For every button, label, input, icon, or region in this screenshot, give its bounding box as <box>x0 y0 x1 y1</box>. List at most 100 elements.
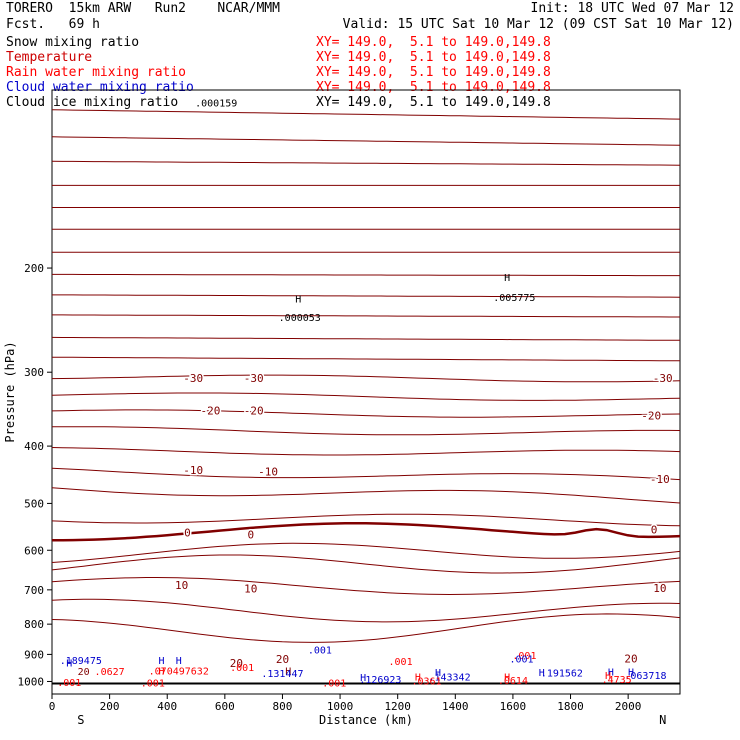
contour-annotation: H <box>295 294 301 305</box>
contour-annotation: .001 <box>322 679 346 690</box>
isotherm-line <box>51 487 681 504</box>
x-axis-label: Distance (km) <box>319 713 413 727</box>
isotherm-line <box>51 613 681 643</box>
contour-annotation: H <box>628 668 634 679</box>
contour-annotation: H <box>176 656 182 667</box>
temperature-contour-label: -10 <box>258 466 278 479</box>
temperature-contour-label: 20 <box>230 657 243 670</box>
x-tick-label: 1000 <box>327 700 354 713</box>
contour-annotation: 20 <box>78 667 90 678</box>
temperature-contour-label: 0 <box>247 528 254 541</box>
isotherm-line <box>51 356 680 362</box>
contour-annotation: .000053 <box>279 313 321 324</box>
contour-annotation: .000159 <box>195 99 237 110</box>
x-tick-label: 400 <box>157 700 177 713</box>
contour-annotation: .131447 <box>261 669 303 680</box>
y-tick-label: 700 <box>24 584 44 597</box>
temperature-contour-label: 20 <box>624 653 637 666</box>
contour-annotation: .001 <box>141 679 165 690</box>
x-tick-label: 800 <box>273 700 293 713</box>
legend-xy-cloud-water: XY= 149.0, 5.1 to 149.0,149.8 <box>316 80 551 95</box>
legend-item-cloud-water: Cloud water mixing ratio <box>6 80 194 95</box>
y-tick-label: 300 <box>24 366 44 379</box>
contour-annotation: .001 <box>510 655 534 666</box>
legend-xy-rain: XY= 149.0, 5.1 to 149.0,149.8 <box>316 65 551 80</box>
temperature-contour-label: 20 <box>276 653 289 666</box>
contour-annotation: H <box>504 273 510 284</box>
contour-annotation: .0361 <box>411 676 441 687</box>
header-init: Init: 18 UTC Wed 07 Mar 12 <box>530 1 735 16</box>
y-tick-label: 900 <box>24 648 44 661</box>
legend-item-temperature: Temperature <box>6 50 93 65</box>
contour-annotation: .005775 <box>493 293 535 304</box>
x-tick-label: 0 <box>49 700 56 713</box>
contour-annotation: H <box>66 658 72 669</box>
contour-annotation: .191562 <box>541 668 583 679</box>
isotherm-line <box>51 513 681 527</box>
header-valid: Valid: 15 UTC Sat 10 Mar 12 (09 CST Sat … <box>342 17 734 32</box>
temperature-contour-label: -10 <box>183 464 203 477</box>
contour-annotation: .126923 <box>359 675 401 686</box>
legend-xy-cloud-ice: XY= 149.0, 5.1 to 149.0,149.8 <box>316 95 551 110</box>
x-end-north: N <box>659 713 666 727</box>
isotherm-line <box>51 109 681 120</box>
isotherm-line <box>51 577 681 596</box>
contour-annotation: H <box>415 672 421 683</box>
contour-annotation: .0627 <box>95 667 125 678</box>
y-tick-label: 500 <box>24 497 44 510</box>
contour-annotation: H <box>435 668 441 679</box>
isotherm-line <box>52 314 680 318</box>
isotherm-line <box>51 392 681 401</box>
contour-annotation: H <box>285 666 291 677</box>
legend-item-snow: Snow mixing ratio <box>6 35 140 50</box>
x-tick-label: 200 <box>100 700 120 713</box>
isotherm-line <box>51 467 681 481</box>
x-end-south: S <box>77 713 84 727</box>
temperature-contour-label: 10 <box>175 579 188 592</box>
contour-annotation: H <box>360 673 366 684</box>
header-fcst: Fcst. 69 h <box>6 17 100 32</box>
contour-annotation: .001 <box>389 657 413 668</box>
plot-frame <box>51 89 681 695</box>
x-tick-label: 2000 <box>615 700 642 713</box>
contour-annotation: H <box>539 668 545 679</box>
x-tick-label: 1200 <box>384 700 411 713</box>
isotherm-line <box>51 136 681 146</box>
x-tick-label: 1800 <box>557 700 584 713</box>
contour-annotation: .001 <box>512 651 536 662</box>
x-tick-label: 600 <box>215 700 235 713</box>
y-tick-label: 200 <box>24 262 44 275</box>
isotherm-line <box>51 447 681 456</box>
contour-annotation: H <box>158 666 164 677</box>
isotherm-line <box>52 273 680 277</box>
contour-annotation: H <box>158 656 164 667</box>
contour-annotation: .070497632 <box>149 666 209 677</box>
isotherm-line <box>51 426 681 436</box>
temperature-contour-label: 10 <box>244 582 257 595</box>
temperature-contour-label: -20 <box>244 404 264 417</box>
isotherm-line <box>51 542 681 563</box>
isotherm-line <box>51 554 681 574</box>
isotherm-line <box>51 409 681 418</box>
y-tick-label: 600 <box>24 544 44 557</box>
x-tick-label: 1600 <box>500 700 527 713</box>
temperature-contour-label: 0 <box>651 523 658 536</box>
header-model: TORERO 15km ARW Run2 NCAR/MMM <box>6 1 280 16</box>
contour-annotation: .001 <box>57 678 81 689</box>
y-tick-label: 400 <box>24 440 44 453</box>
y-tick-label: 1000 <box>18 675 45 688</box>
contour-annotation: H <box>608 668 614 679</box>
legend-item-rain: Rain water mixing ratio <box>6 65 187 80</box>
isotherm-line <box>51 374 681 383</box>
temperature-contour-label: -30 <box>244 372 264 385</box>
legend-item-cloud-ice: Cloud ice mixing ratio <box>6 95 179 110</box>
isotherm-line <box>52 294 681 298</box>
contour-annotation: H <box>504 672 510 683</box>
contour-annotation: .001 <box>230 663 254 674</box>
contour-annotation: .001 <box>308 646 332 657</box>
temperature-contour-label: -20 <box>641 409 661 422</box>
contour-annotation: .063718 <box>624 671 666 682</box>
y-axis-label: Pressure (hPa) <box>3 341 17 442</box>
isotherm-line <box>51 598 681 623</box>
